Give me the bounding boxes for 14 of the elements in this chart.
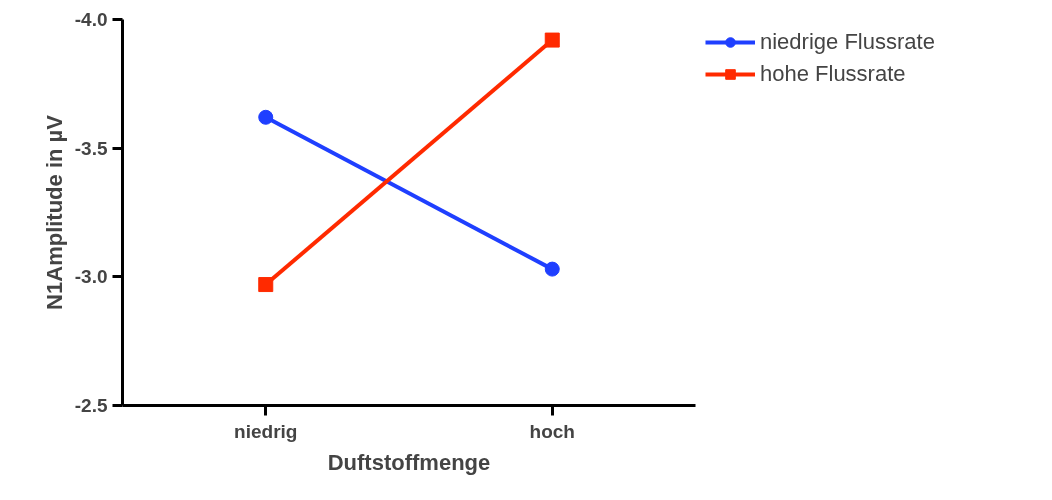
- y-tick-label: -3.5: [74, 137, 108, 159]
- point: [544, 261, 560, 277]
- y-axis-title: N1Amplitude in µV: [41, 114, 67, 310]
- point: [544, 32, 560, 48]
- y-tick-label: -3.0: [74, 266, 108, 288]
- x-tick-label: hoch: [529, 420, 575, 442]
- x-axis-title: Duftstoffmenge: [327, 449, 491, 475]
- point: [258, 277, 274, 293]
- point: [258, 109, 274, 125]
- y-tick-label: -4.0: [74, 9, 108, 30]
- x-tick-label: niedrig: [234, 420, 298, 442]
- y-tick-label: -2.5: [74, 395, 108, 416]
- legend-label: hohe Flussrate: [760, 61, 906, 87]
- legend-label: niedrige Flussrate: [760, 29, 935, 55]
